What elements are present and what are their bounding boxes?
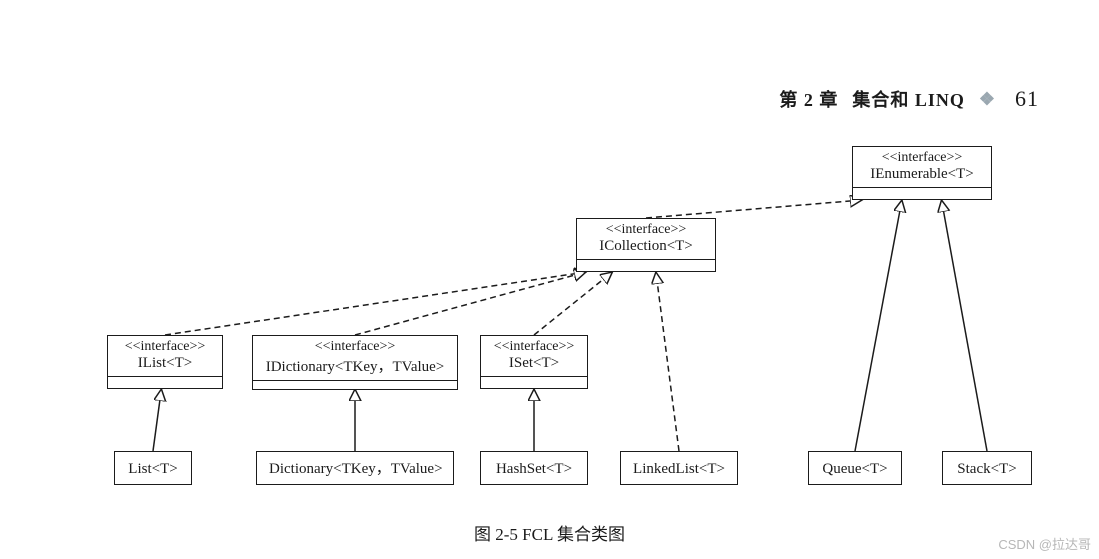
- edge-ilist-to-icollection: [165, 272, 586, 335]
- interface-node-ilist: <<interface>>IList<T>: [107, 335, 223, 389]
- class-node-linkedlist: LinkedList<T>: [620, 451, 738, 485]
- node-body: [481, 377, 587, 385]
- stereotype-label: <<interface>>: [577, 219, 715, 238]
- edge-list-to-ilist: [153, 389, 161, 451]
- node-body: [253, 381, 457, 389]
- class-node-hashset: HashSet<T>: [480, 451, 588, 485]
- figure-caption: 图 2-5 FCL 集合类图: [0, 520, 1099, 545]
- uml-class-diagram: <<interface>>IEnumerable<T><<interface>>…: [0, 0, 1099, 559]
- class-node-stack: Stack<T>: [942, 451, 1032, 485]
- node-title: IList<T>: [108, 355, 222, 376]
- node-title: IEnumerable<T>: [853, 166, 991, 187]
- class-node-list: List<T>: [114, 451, 192, 485]
- edge-icollection-to-ienumerable: [646, 200, 862, 218]
- figure-caption-text: 图 2-5 FCL 集合类图: [474, 525, 625, 544]
- edge-linkedlist-to-icollection: [656, 272, 679, 451]
- node-body: [577, 260, 715, 268]
- stereotype-label: <<interface>>: [481, 336, 587, 355]
- interface-node-ienumerable: <<interface>>IEnumerable<T>: [852, 146, 992, 200]
- edge-stack-to-ienumerable: [942, 200, 988, 451]
- stereotype-label: <<interface>>: [853, 147, 991, 166]
- class-node-dictionary: Dictionary<TKey，TValue>: [256, 451, 454, 485]
- interface-node-iset: <<interface>>ISet<T>: [480, 335, 588, 389]
- watermark-text: CSDN @拉达哥: [998, 537, 1091, 552]
- stereotype-label: <<interface>>: [253, 336, 457, 355]
- node-title: ICollection<T>: [577, 238, 715, 259]
- csdn-watermark: CSDN @拉达哥: [998, 534, 1091, 553]
- node-title: ISet<T>: [481, 355, 587, 376]
- edge-queue-to-ienumerable: [855, 200, 902, 451]
- node-title: IDictionary<TKey，TValue>: [253, 355, 457, 380]
- interface-node-icollection: <<interface>>ICollection<T>: [576, 218, 716, 272]
- edge-iset-to-icollection: [534, 272, 612, 335]
- edge-idictionary-to-icollection: [355, 272, 586, 335]
- class-node-queue: Queue<T>: [808, 451, 902, 485]
- interface-node-idictionary: <<interface>>IDictionary<TKey，TValue>: [252, 335, 458, 390]
- stereotype-label: <<interface>>: [108, 336, 222, 355]
- node-body: [108, 377, 222, 385]
- node-body: [853, 188, 991, 196]
